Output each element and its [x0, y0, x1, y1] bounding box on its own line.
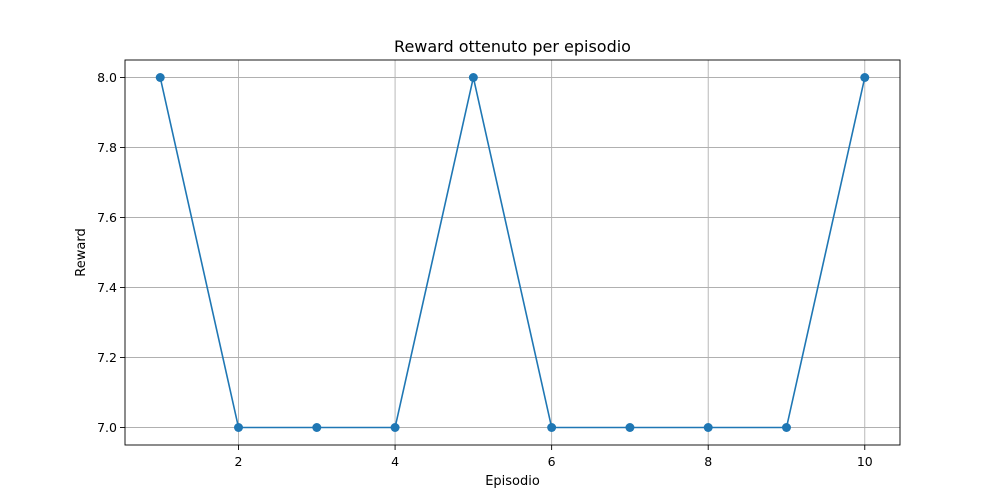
series-line [159, 76, 866, 429]
y-tick-label: 7.0 [97, 420, 117, 435]
y-tick-label: 7.4 [97, 280, 117, 295]
plot-area-frame [124, 59, 901, 446]
data-point [468, 73, 478, 82]
axis-ticks: 2 4 6 8 10 7.0 7.2 7.4 7.6 7.8 8.0 [97, 70, 873, 469]
data-point [860, 73, 870, 82]
data-point [703, 423, 713, 432]
x-tick-label: 4 [391, 454, 399, 469]
y-axis-label: Reward [74, 228, 89, 276]
data-point [155, 73, 165, 82]
data-point [234, 423, 244, 432]
data-point [312, 423, 322, 432]
y-tick-label: 8.0 [97, 70, 117, 85]
data-point [390, 423, 400, 432]
x-tick-label: 8 [704, 454, 712, 469]
series-layer [155, 73, 870, 432]
y-tick-label: 7.2 [97, 350, 117, 365]
y-tick-label: 7.6 [97, 210, 117, 225]
chart-title: Reward ottenuto per episodio [394, 37, 631, 56]
x-tick-label: 2 [235, 454, 243, 469]
y-tick-label: 7.8 [97, 140, 117, 155]
data-point [781, 423, 791, 432]
x-tick-label: 10 [857, 454, 873, 469]
x-axis-label: Episodio [485, 474, 540, 489]
data-point [547, 423, 557, 432]
data-point [625, 423, 635, 432]
x-tick-label: 6 [548, 454, 556, 469]
